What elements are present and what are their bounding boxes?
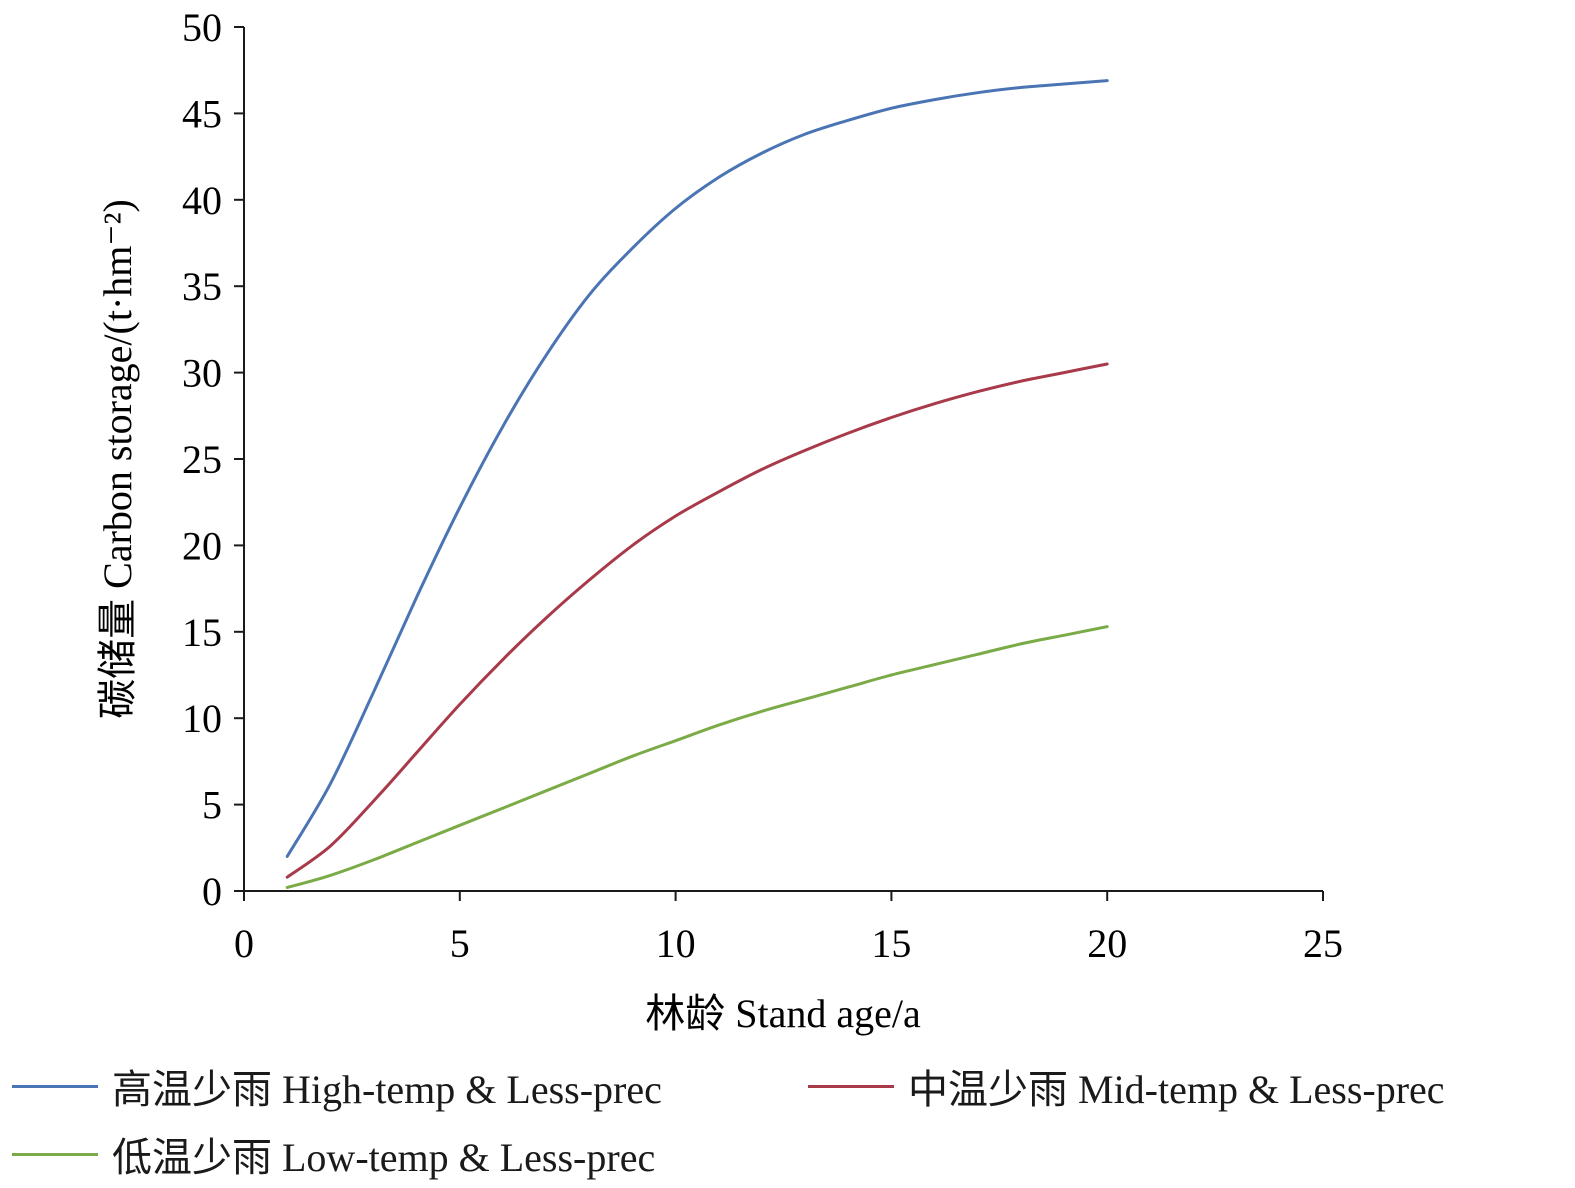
legend: 高温少雨 High-temp & Less-prec 中温少雨 Mid-temp… xyxy=(0,1050,1575,1188)
x-tick-label: 5 xyxy=(450,921,470,966)
ticks: 0 5 10 15 20 25 30 35 40 45 50 0 5 10 15 20 25 xyxy=(182,5,1343,966)
x-tick-label: 20 xyxy=(1087,921,1127,966)
y-tick-label: 30 xyxy=(182,351,222,396)
y-tick-label: 20 xyxy=(182,523,222,568)
x-tick-label: 25 xyxy=(1303,921,1343,966)
legend-item-mid-temp: 中温少雨 Mid-temp & Less-prec xyxy=(808,1056,1445,1116)
x-tick-label: 10 xyxy=(656,921,696,966)
y-axis-title: 碳储量 Carbon storage/(t·hm⁻²) xyxy=(95,199,140,719)
series-line-low-temp xyxy=(285,625,1109,889)
legend-swatch-low-temp xyxy=(12,1152,98,1156)
y-tick-label: 15 xyxy=(182,610,222,655)
series-line-mid-temp xyxy=(285,362,1109,879)
x-tick-label: 15 xyxy=(871,921,911,966)
legend-label-low-temp: 低温少雨 Low-temp & Less-prec xyxy=(112,1135,656,1180)
x-axis-title: 林龄 Stand age/a xyxy=(645,991,921,1036)
y-tick-label: 40 xyxy=(182,178,222,223)
legend-swatch-high-temp xyxy=(12,1084,98,1088)
y-tick-label: 45 xyxy=(182,91,222,136)
legend-label-mid-temp: 中温少雨 Mid-temp & Less-prec xyxy=(908,1067,1445,1112)
series-line-high-temp xyxy=(285,79,1109,858)
series-lines xyxy=(285,79,1109,889)
legend-label-high-temp: 高温少雨 High-temp & Less-prec xyxy=(112,1067,662,1112)
y-tick-label: 10 xyxy=(182,696,222,741)
y-tick-label: 35 xyxy=(182,264,222,309)
line-chart: 0 5 10 15 20 25 30 35 40 45 50 0 5 10 15 20 25 林龄 Stand … xyxy=(95,5,1343,1036)
legend-swatch-mid-temp xyxy=(808,1084,894,1088)
y-tick-label: 25 xyxy=(182,437,222,482)
x-tick-label: 0 xyxy=(234,921,254,966)
y-tick-label: 5 xyxy=(202,783,222,828)
y-tick-label: 50 xyxy=(182,5,222,50)
legend-item-low-temp: 低温少雨 Low-temp & Less-prec xyxy=(12,1124,655,1184)
legend-item-high-temp: 高温少雨 High-temp & Less-prec xyxy=(12,1056,662,1116)
y-tick-label: 0 xyxy=(202,869,222,914)
